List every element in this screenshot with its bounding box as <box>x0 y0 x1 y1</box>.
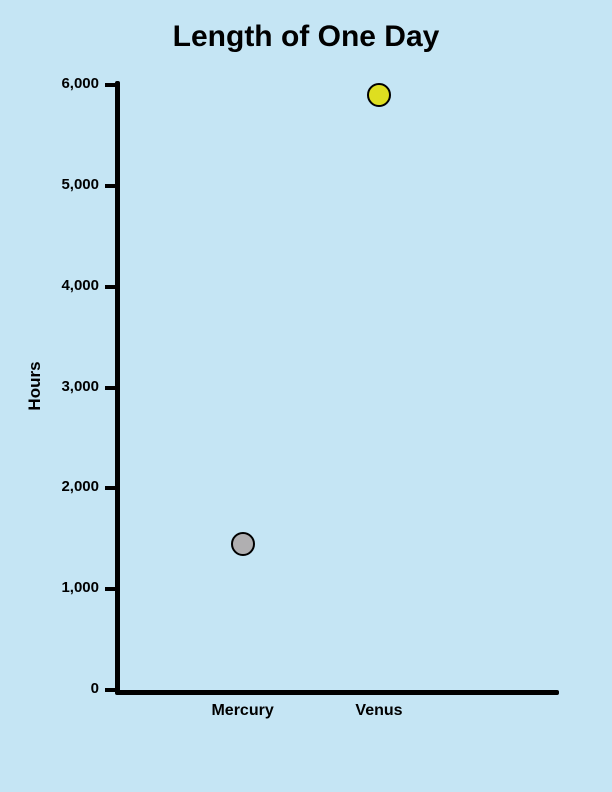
y-tick-label: 5,000 <box>39 176 99 193</box>
y-tick-label: 4,000 <box>39 277 99 294</box>
x-tick-label: Mercury <box>193 702 293 720</box>
x-axis-line <box>115 690 559 695</box>
y-tick-mark <box>105 386 115 390</box>
data-point-venus <box>367 83 391 107</box>
y-tick-mark <box>105 486 115 490</box>
data-point-mercury <box>231 532 255 556</box>
y-tick-mark <box>105 688 115 692</box>
y-tick-label: 3,000 <box>39 378 99 395</box>
y-tick-label: 6,000 <box>39 75 99 92</box>
y-tick-label: 1,000 <box>39 579 99 596</box>
y-tick-mark <box>105 285 115 289</box>
y-tick-label: 2,000 <box>39 478 99 495</box>
chart-title: Length of One Day <box>0 20 612 54</box>
y-axis-line <box>115 81 120 694</box>
x-tick-label: Venus <box>329 702 429 720</box>
y-tick-label: 0 <box>39 680 99 697</box>
y-tick-mark <box>105 184 115 188</box>
y-tick-mark <box>105 83 115 87</box>
y-tick-mark <box>105 587 115 591</box>
